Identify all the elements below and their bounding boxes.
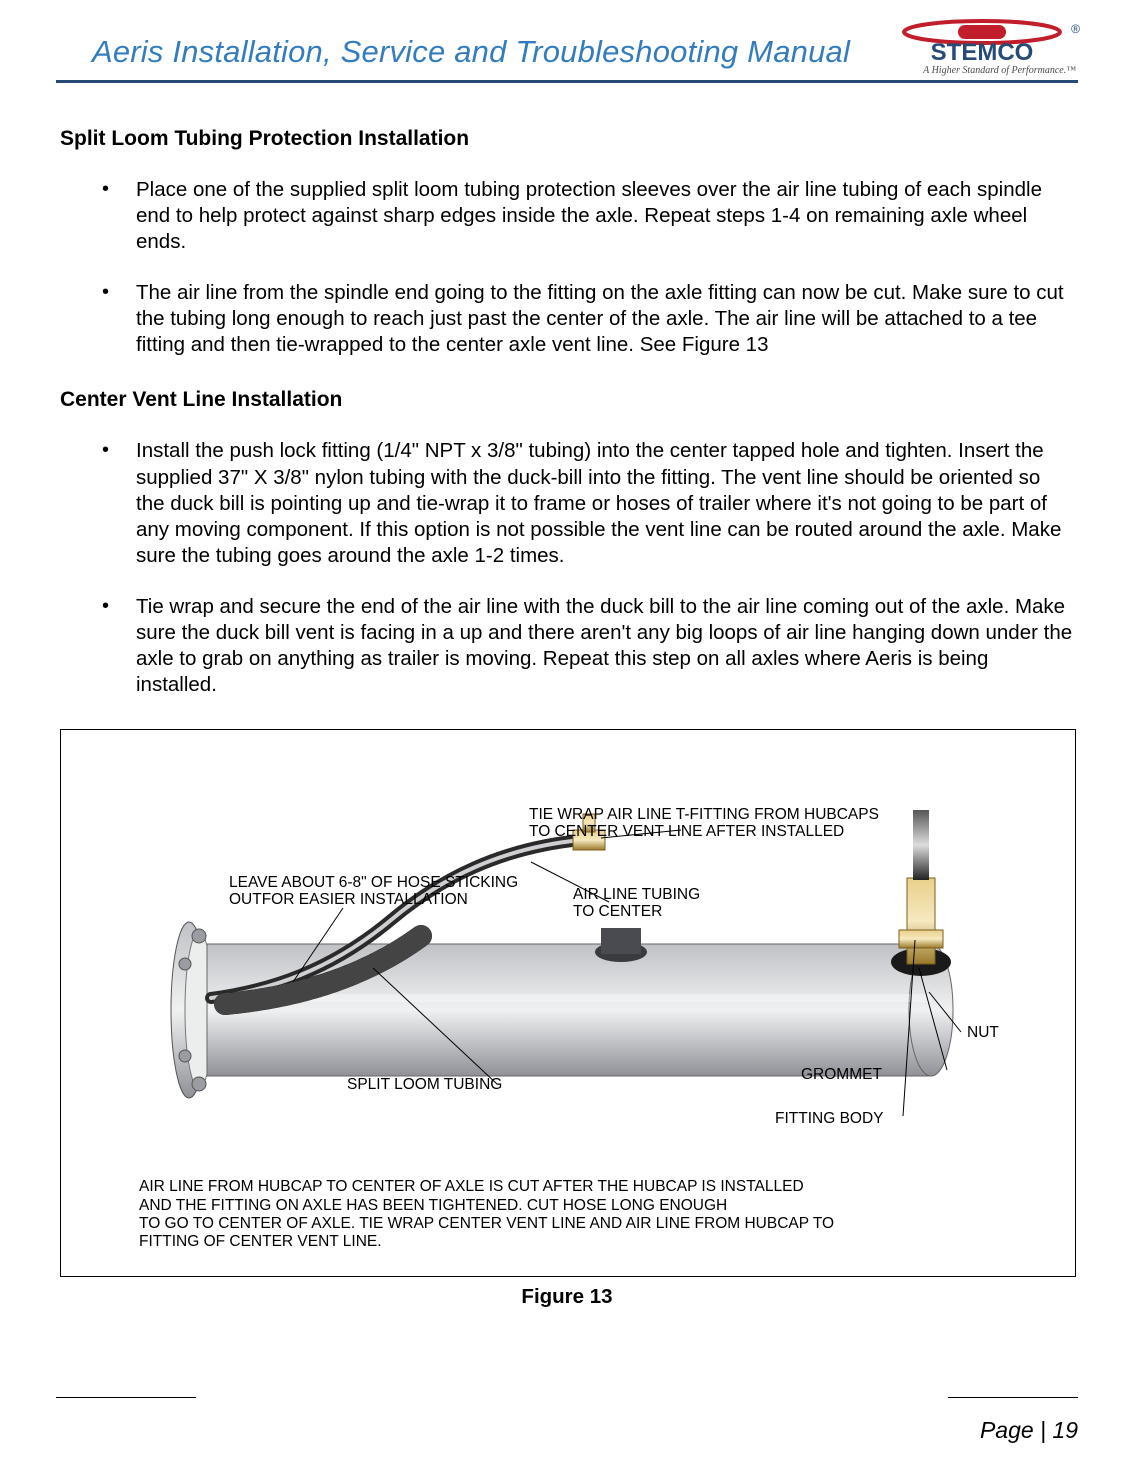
callout-fitting-body: FITTING BODY (775, 1110, 884, 1128)
figure-note: AIR LINE FROM HUBCAP TO CENTER OF AXLE I… (139, 1178, 834, 1251)
figure-caption: Figure 13 (60, 1285, 1074, 1309)
content: Split Loom Tubing Protection Installatio… (56, 83, 1078, 1309)
callout-air-line: AIR LINE TUBING TO CENTER (573, 886, 700, 922)
footer-rule-right (948, 1397, 1078, 1398)
list-item: The air line from the spindle end going … (102, 280, 1074, 359)
doc-title: Aeris Installation, Service and Troubles… (56, 34, 886, 74)
registered-mark: ® (1071, 22, 1080, 36)
brand-logo: STEMCO ® A Higher Standard of Performanc… (886, 18, 1078, 74)
callout-split-loom: SPLIT LOOM TUBING (347, 1076, 502, 1094)
list-item: Tie wrap and secure the end of the air l… (102, 594, 1074, 699)
center-boss (595, 928, 647, 962)
callout-tie-wrap: TIE WRAP AIR LINE T-FITTING FROM HUBCAPS… (529, 806, 879, 842)
header: Aeris Installation, Service and Troubles… (56, 18, 1078, 74)
section1-list: Place one of the supplied split loom tub… (60, 177, 1074, 358)
section-heading-2: Center Vent Line Installation (60, 388, 1074, 412)
list-item: Place one of the supplied split loom tub… (102, 177, 1074, 256)
logo-tagline: A Higher Standard of Performance.™ (923, 65, 1076, 76)
figure-13: TIE WRAP AIR LINE T-FITTING FROM HUBCAPS… (60, 729, 1076, 1277)
footer-rule-left (56, 1397, 196, 1398)
logo-text: STEMCO (931, 39, 1034, 66)
section-heading-1: Split Loom Tubing Protection Installatio… (60, 127, 1074, 151)
section2-list: Install the push lock fitting (1/4" NPT … (60, 438, 1074, 698)
callout-leave-hose: LEAVE ABOUT 6-8" OF HOSE STICKING OUTFOR… (229, 874, 518, 910)
page-number: Page | 19 (980, 1417, 1078, 1444)
list-item: Install the push lock fitting (1/4" NPT … (102, 438, 1074, 569)
callout-nut: NUT (967, 1024, 999, 1042)
callout-grommet: GROMMET (801, 1066, 882, 1084)
page: Aeris Installation, Service and Troubles… (0, 0, 1134, 1466)
